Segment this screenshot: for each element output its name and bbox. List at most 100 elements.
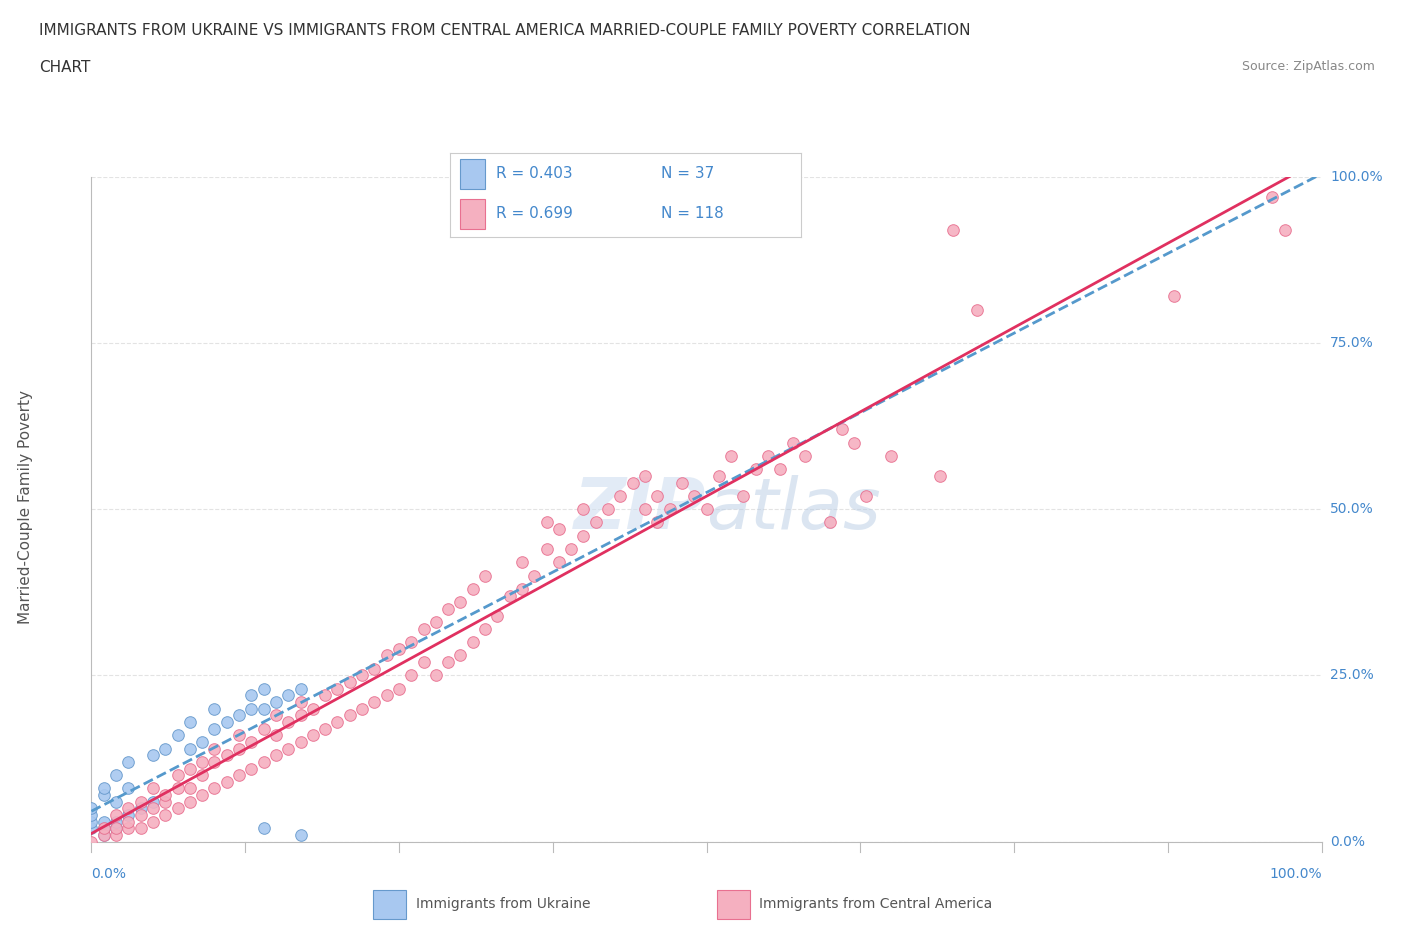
Point [683, 488, 706, 503]
Point [105, 794, 127, 809]
Text: ZIP: ZIP [574, 474, 706, 544]
Point [634, 502, 657, 517]
Point [264, 748, 287, 763]
Point [769, 462, 792, 477]
Point [166, 801, 188, 816]
Point [486, 608, 509, 623]
Point [536, 515, 558, 530]
Point [117, 807, 139, 822]
Point [105, 821, 127, 836]
Point [290, 695, 312, 710]
Point [93, 788, 115, 803]
Point [117, 815, 139, 830]
Point [215, 748, 238, 763]
Text: N = 37: N = 37 [661, 166, 714, 181]
Text: R = 0.403: R = 0.403 [496, 166, 572, 181]
Point [352, 701, 374, 716]
Point [547, 522, 569, 537]
Point [536, 541, 558, 556]
Point [179, 741, 201, 756]
Text: Immigrants from Ukraine: Immigrants from Ukraine [416, 897, 591, 911]
Point [240, 701, 263, 716]
Point [363, 661, 385, 676]
Point [510, 581, 533, 596]
Point [745, 462, 768, 477]
Point [202, 701, 225, 716]
Point [105, 807, 127, 822]
Point [461, 634, 484, 649]
Point [339, 674, 361, 689]
Point [1163, 289, 1185, 304]
Point [437, 655, 460, 670]
Point [80, 807, 103, 822]
Point [966, 302, 988, 317]
Point [202, 781, 225, 796]
Point [290, 682, 312, 697]
Point [191, 735, 214, 750]
Point [117, 781, 139, 796]
Point [412, 655, 434, 670]
Point [621, 475, 644, 490]
Point [733, 488, 755, 503]
Point [202, 721, 225, 736]
Point [153, 788, 177, 803]
Point [842, 435, 865, 450]
Point [202, 754, 225, 769]
Text: 0.0%: 0.0% [1330, 834, 1365, 849]
Point [793, 448, 815, 463]
Point [412, 621, 434, 636]
Text: 25.0%: 25.0% [1330, 669, 1374, 683]
Point [93, 828, 115, 843]
Point [290, 828, 312, 843]
Point [461, 581, 484, 596]
Point [290, 735, 312, 750]
Point [671, 475, 693, 490]
Text: 100.0%: 100.0% [1270, 867, 1322, 881]
Point [105, 828, 127, 843]
Text: Immigrants from Central America: Immigrants from Central America [759, 897, 993, 911]
Point [375, 648, 398, 663]
Point [818, 515, 841, 530]
Point [228, 768, 250, 783]
Point [153, 794, 177, 809]
Text: N = 118: N = 118 [661, 206, 724, 221]
Point [498, 588, 520, 603]
Point [202, 741, 225, 756]
Point [264, 695, 287, 710]
Point [572, 502, 595, 517]
Point [572, 528, 595, 543]
Text: 0.0%: 0.0% [91, 867, 127, 881]
Point [166, 781, 188, 796]
Point [80, 821, 103, 836]
Point [301, 728, 323, 743]
Point [609, 488, 631, 503]
Point [179, 794, 201, 809]
Point [326, 714, 349, 729]
Point [117, 821, 139, 836]
Point [129, 807, 152, 822]
Point [191, 768, 214, 783]
Point [253, 682, 276, 697]
Point [301, 701, 323, 716]
Point [93, 828, 115, 843]
Point [93, 821, 115, 836]
Point [191, 754, 214, 769]
Point [117, 754, 139, 769]
Point [80, 834, 103, 849]
Point [707, 469, 730, 484]
Point [510, 555, 533, 570]
Point [264, 708, 287, 723]
Point [153, 807, 177, 822]
Point [437, 602, 460, 617]
Point [314, 688, 336, 703]
Point [215, 775, 238, 790]
Point [105, 815, 127, 830]
Text: CHART: CHART [39, 60, 91, 75]
Point [93, 781, 115, 796]
Point [425, 615, 447, 630]
Point [179, 714, 201, 729]
Point [80, 801, 103, 816]
Point [645, 515, 669, 530]
Point [1261, 189, 1284, 204]
Point [142, 815, 165, 830]
